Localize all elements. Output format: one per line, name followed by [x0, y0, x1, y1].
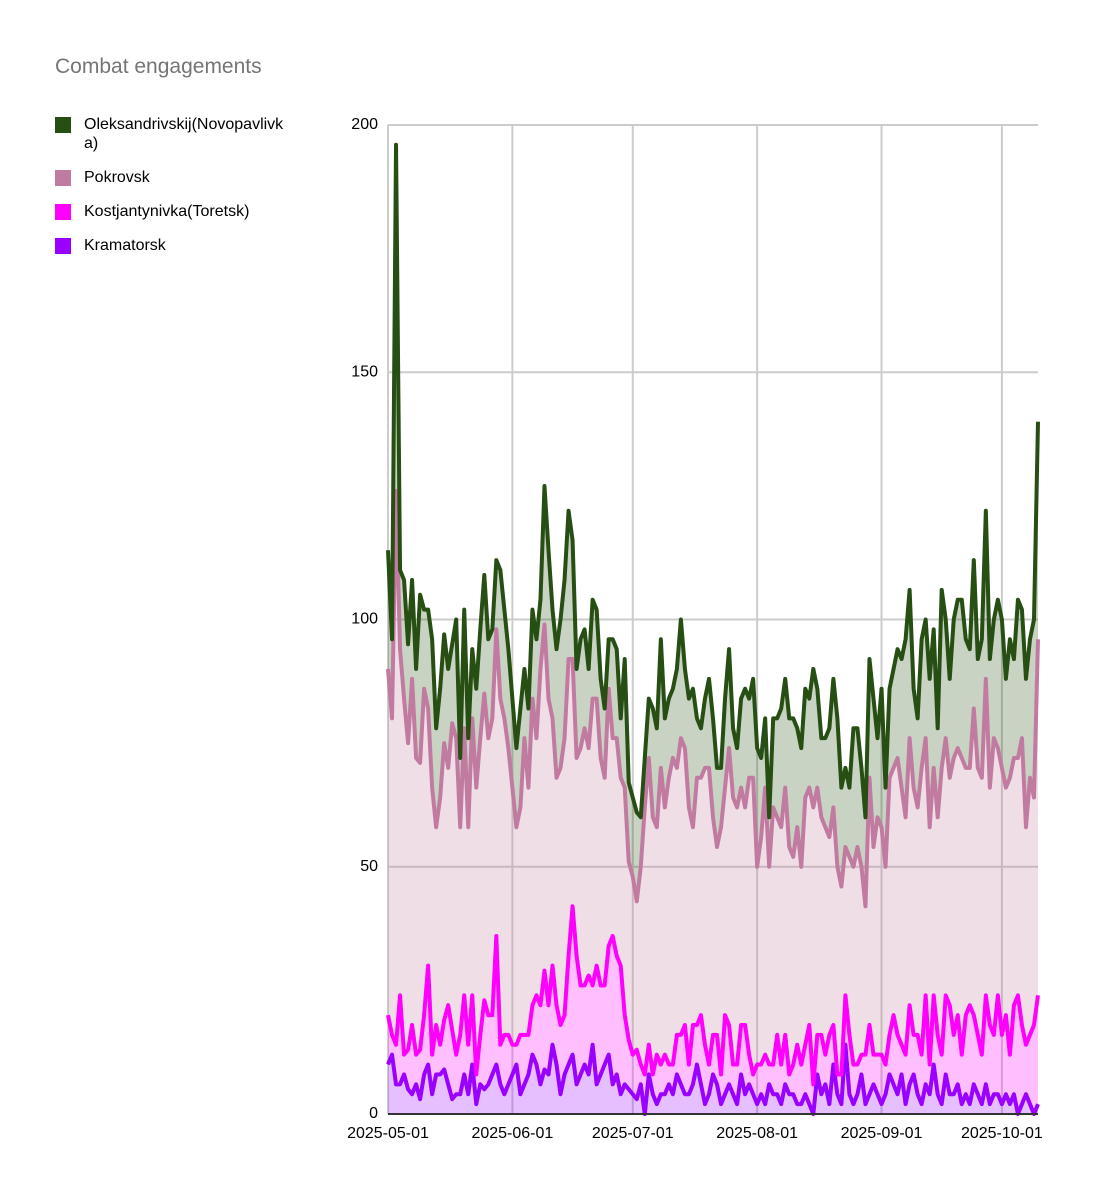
legend-swatch [55, 170, 71, 186]
legend-swatch [55, 204, 71, 220]
chart-title: Combat engagements [55, 55, 262, 78]
series-line [386, 488, 1040, 909]
y-tick-label: 200 [351, 116, 378, 133]
area [388, 906, 1038, 1114]
x-tick-label: 2025-10-01 [961, 1125, 1043, 1142]
y-tick-label: 100 [351, 611, 378, 628]
legend-item: Pokrovsk [55, 168, 285, 187]
legend-label: Kostjantynivka(Toretsk) [84, 203, 250, 220]
series-line [386, 904, 1040, 1087]
legend: Oleksandrivskij(Novopavlivka) Pokrovsk Kos… [55, 115, 285, 270]
legend-label: Oleksandrivskij(Novopavlivka) [84, 116, 284, 152]
legend-item: Kramatorsk [55, 236, 285, 255]
x-tick-label: 2025-06-01 [471, 1125, 553, 1142]
series-line [386, 142, 1040, 820]
legend-label: Kramatorsk [84, 237, 166, 254]
y-tick-label: 150 [351, 363, 378, 380]
x-tick-label: 2025-05-01 [347, 1125, 429, 1142]
y-tick-label: 0 [369, 1105, 378, 1122]
legend-item: Oleksandrivskij(Novopavlivka) [55, 115, 285, 153]
x-tick-label: 2025-08-01 [716, 1125, 798, 1142]
legend-item: Kostjantynivka(Toretsk) [55, 202, 285, 221]
area [388, 144, 1038, 907]
legend-swatch [55, 117, 71, 133]
legend-swatch [55, 238, 71, 254]
x-tick-label: 2025-07-01 [592, 1125, 674, 1142]
area [388, 490, 1038, 1085]
series-line [386, 1042, 1040, 1116]
legend-label: Pokrovsk [84, 169, 150, 186]
y-tick-label: 50 [360, 858, 378, 875]
x-tick-label: 2025-09-01 [841, 1125, 923, 1142]
